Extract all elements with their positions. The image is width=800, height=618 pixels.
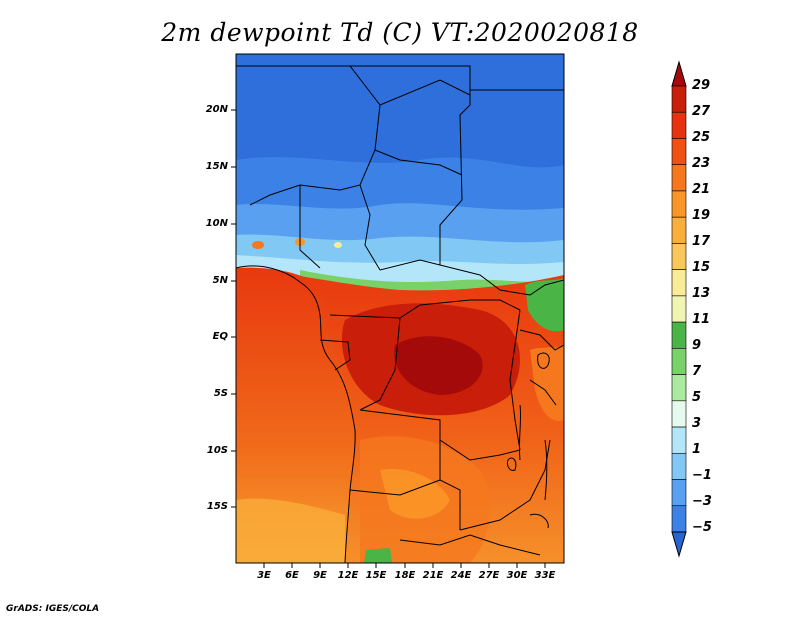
- map-title: 2m dewpoint Td (C) VT:2020020818: [161, 18, 639, 47]
- colorbar-segment: [671, 164, 687, 192]
- colorbar-label: 3: [692, 416, 702, 431]
- colorbar-label: 5: [692, 390, 702, 405]
- colorbar-segment: [671, 479, 687, 507]
- great-lakes: [507, 352, 550, 529]
- lat-label: 10N: [205, 218, 228, 229]
- lat-label: EQ: [212, 331, 228, 342]
- lon-label: 12E: [337, 570, 359, 581]
- dewpoint-field: [236, 54, 564, 563]
- lat-label: 5N: [212, 275, 228, 286]
- colorbar-bottom-arrow: [671, 531, 687, 558]
- angola-highlands: [380, 469, 450, 519]
- colorbar-label: 15: [692, 260, 711, 275]
- colorbar-segment: [671, 85, 687, 113]
- lat-label: 20N: [205, 104, 228, 115]
- colorbar: [671, 60, 687, 558]
- colorbar-label: 17: [692, 234, 711, 249]
- footer-credit: GrADS: IGES/COLA: [6, 604, 100, 614]
- colorbar-segment: [671, 138, 687, 166]
- colorbar-label: −3: [692, 494, 712, 509]
- colorbar-label: 9: [692, 338, 702, 353]
- lon-label: 24E: [450, 570, 472, 581]
- colorbar-label: 27: [692, 104, 711, 119]
- moist-spot: [252, 241, 264, 249]
- lat-label: 15S: [206, 501, 228, 512]
- southern-green-patch: [364, 548, 392, 563]
- colorbar-label: 29: [692, 78, 711, 93]
- lat-label: 15N: [205, 161, 228, 172]
- lon-label: 30E: [506, 570, 528, 581]
- colorbar-top-arrow: [671, 60, 687, 87]
- colorbar-segment: [671, 348, 687, 375]
- colorbar-segment: [671, 190, 687, 218]
- colorbar-segment: [671, 111, 687, 139]
- lon-label: 21E: [422, 570, 444, 581]
- colorbar-segment: [671, 321, 687, 349]
- colorbar-label: 7: [692, 364, 702, 379]
- map-frame: [235, 53, 565, 564]
- south-ocean-warm: [236, 498, 345, 563]
- atlantic-ocean: [236, 267, 355, 563]
- colorbar-label: 23: [692, 156, 711, 171]
- colorbar-label: −1: [692, 468, 712, 483]
- colorbar-label: 1: [692, 442, 702, 457]
- colorbar-segment: [671, 426, 687, 454]
- colorbar-segment: [671, 269, 687, 297]
- colorbar-segment: [671, 452, 687, 480]
- axis-ticks: [231, 109, 546, 568]
- lon-label: 3E: [257, 570, 271, 581]
- lon-label: 18E: [394, 570, 416, 581]
- colorbar-segment: [671, 216, 687, 244]
- congo-core: [394, 336, 483, 395]
- lat-label: 5S: [213, 388, 228, 399]
- moist-spot: [334, 242, 342, 248]
- lon-label: 9E: [313, 570, 327, 581]
- colorbar-segment: [671, 505, 687, 533]
- colorbar-segment: [671, 295, 687, 323]
- colorbar-label: 25: [692, 130, 711, 145]
- lon-label: 6E: [285, 570, 299, 581]
- colorbar-segment: [671, 374, 687, 402]
- colorbar-label: 19: [692, 208, 711, 223]
- colorbar-label: 11: [692, 312, 711, 327]
- colorbar-label: 13: [692, 286, 711, 301]
- lon-label: 27E: [478, 570, 500, 581]
- colorbar-label: 21: [692, 182, 711, 197]
- colorbar-label: −5: [692, 520, 712, 535]
- colorbar-segment: [671, 400, 687, 428]
- lat-label: 10S: [206, 445, 228, 456]
- lon-label: 33E: [534, 570, 556, 581]
- lon-label: 15E: [365, 570, 387, 581]
- colorbar-segment: [671, 243, 687, 270]
